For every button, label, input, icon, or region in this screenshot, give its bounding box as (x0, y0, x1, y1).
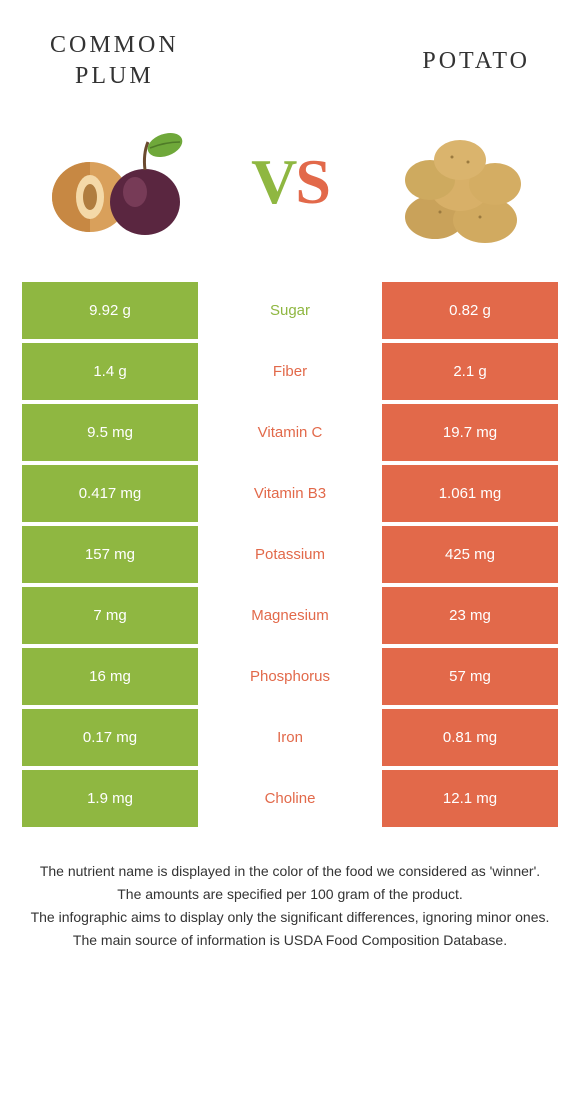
nutrient-table: 9.92 gSugar0.82 g1.4 gFiber2.1 g9.5 mgVi… (0, 282, 580, 827)
header: Common Plum Potato (0, 0, 580, 102)
right-value: 0.82 g (382, 282, 558, 339)
left-value: 7 mg (22, 587, 198, 644)
right-value: 425 mg (382, 526, 558, 583)
footer-line-2: The amounts are specified per 100 gram o… (20, 884, 560, 905)
vs-label: VS (251, 145, 329, 219)
left-value: 0.417 mg (22, 465, 198, 522)
nutrient-name: Magnesium (198, 587, 382, 644)
vs-v: V (251, 146, 295, 217)
table-row: 1.4 gFiber2.1 g (22, 343, 558, 400)
right-value: 2.1 g (382, 343, 558, 400)
nutrient-name: Vitamin C (198, 404, 382, 461)
nutrient-name: Fiber (198, 343, 382, 400)
left-value: 0.17 mg (22, 709, 198, 766)
table-row: 9.92 gSugar0.82 g (22, 282, 558, 339)
right-value: 19.7 mg (382, 404, 558, 461)
left-value: 9.92 g (22, 282, 198, 339)
nutrient-name: Phosphorus (198, 648, 382, 705)
table-row: 1.9 mgCholine12.1 mg (22, 770, 558, 827)
left-value: 16 mg (22, 648, 198, 705)
table-row: 9.5 mgVitamin C19.7 mg (22, 404, 558, 461)
right-value: 57 mg (382, 648, 558, 705)
footer-notes: The nutrient name is displayed in the co… (0, 831, 580, 951)
table-row: 16 mgPhosphorus57 mg (22, 648, 558, 705)
right-food-title: Potato (422, 46, 530, 77)
footer-line-4: The main source of information is USDA F… (20, 930, 560, 951)
table-row: 7 mgMagnesium23 mg (22, 587, 558, 644)
right-value: 12.1 mg (382, 770, 558, 827)
right-value: 1.061 mg (382, 465, 558, 522)
potato-image (380, 112, 540, 252)
vs-s: S (295, 146, 329, 217)
nutrient-name: Iron (198, 709, 382, 766)
hero-row: VS (0, 102, 580, 282)
left-value: 157 mg (22, 526, 198, 583)
nutrient-name: Choline (198, 770, 382, 827)
table-row: 157 mgPotassium425 mg (22, 526, 558, 583)
right-value: 23 mg (382, 587, 558, 644)
table-row: 0.17 mgIron0.81 mg (22, 709, 558, 766)
footer-line-3: The infographic aims to display only the… (20, 907, 560, 928)
left-food-title: Common Plum (50, 30, 179, 92)
plum-image (40, 112, 200, 252)
left-value: 9.5 mg (22, 404, 198, 461)
left-value: 1.9 mg (22, 770, 198, 827)
nutrient-name: Potassium (198, 526, 382, 583)
left-value: 1.4 g (22, 343, 198, 400)
nutrient-name: Sugar (198, 282, 382, 339)
right-value: 0.81 mg (382, 709, 558, 766)
footer-line-1: The nutrient name is displayed in the co… (20, 861, 560, 882)
table-row: 0.417 mgVitamin B31.061 mg (22, 465, 558, 522)
nutrient-name: Vitamin B3 (198, 465, 382, 522)
